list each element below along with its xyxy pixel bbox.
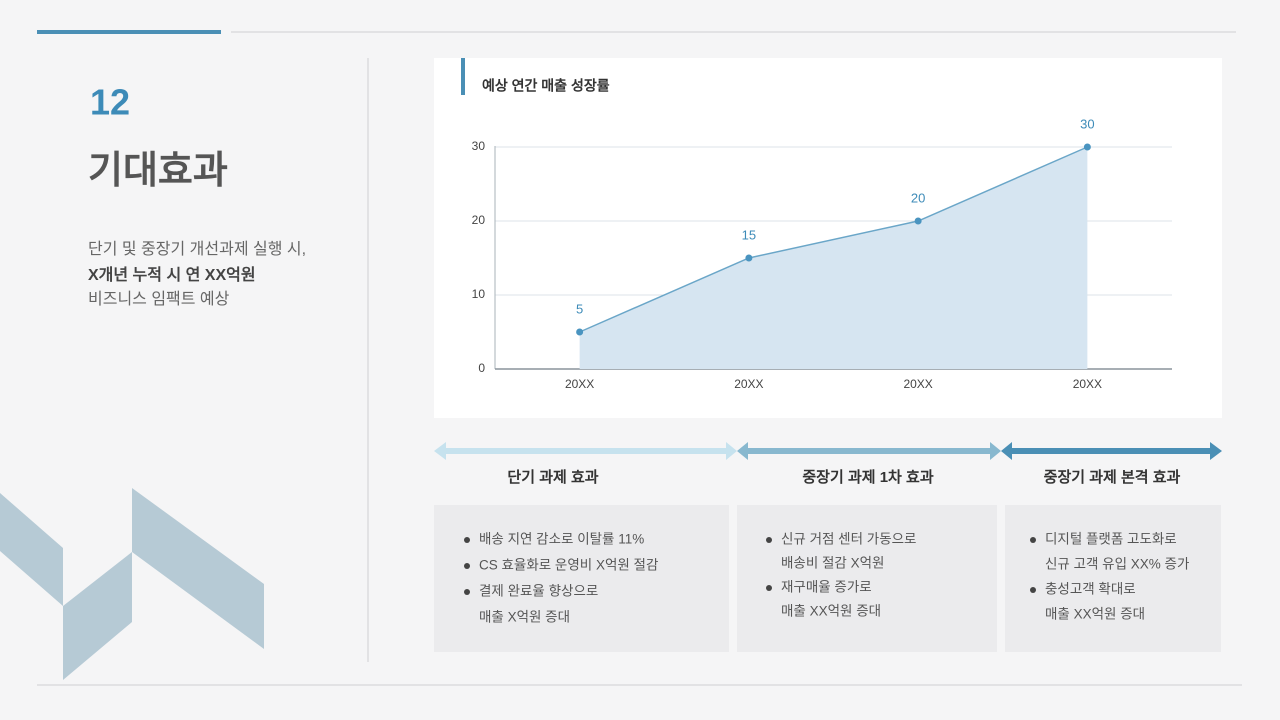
slide-title: 기대효과 <box>88 150 228 192</box>
point <box>1083 143 1091 151</box>
phase-item: CS 효율화로 운영비 X억원 절감 <box>479 558 658 573</box>
phase-item: 충성고객 확대로 <box>1045 582 1136 597</box>
phase-box <box>737 505 997 652</box>
x-tick-label: 20XX <box>903 377 932 391</box>
bullet <box>464 537 470 543</box>
phase-item: 배송비 절감 X억원 <box>781 556 884 571</box>
phase-item: 매출 X억원 증대 <box>479 610 570 625</box>
phase-arrow <box>737 442 1001 460</box>
decoration <box>0 488 264 680</box>
point <box>745 254 753 262</box>
x-tick-label: 20XX <box>565 377 594 391</box>
bullet <box>464 563 470 569</box>
bullet <box>1030 537 1036 543</box>
chart-title: 예상 연간 매출 성장률 <box>482 78 610 94</box>
phase-item: 매출 XX억원 증대 <box>781 604 881 619</box>
phase-box <box>1005 505 1221 652</box>
y-tick-label: 0 <box>478 361 485 375</box>
data-label: 15 <box>742 227 756 242</box>
bullet <box>1030 587 1036 593</box>
phase-item: 결제 완료율 향상으로 <box>479 584 598 599</box>
phase-title: 단기 과제 효과 <box>507 469 598 486</box>
y-tick-label: 10 <box>472 287 486 301</box>
description: 단기 및 중장기 개선과제 실행 시, <box>88 240 306 258</box>
phase-item: 매출 XX억원 증대 <box>1045 607 1145 622</box>
point <box>576 328 584 336</box>
line <box>579 146 1088 333</box>
phase-item: 재구매율 증가로 <box>781 580 872 595</box>
phase-title: 중장기 과제 1차 효과 <box>802 468 933 486</box>
phase-arrows <box>434 442 1222 460</box>
x-tick-label: 20XX <box>1073 377 1102 391</box>
x-tick-label: 20XX <box>734 377 763 391</box>
deco-shape <box>63 552 132 680</box>
phase-box <box>434 505 729 652</box>
data-label: 5 <box>576 301 583 316</box>
bullet <box>766 585 772 591</box>
data-label: 30 <box>1080 116 1094 131</box>
phase-item: 신규 거점 센터 가동으로 <box>781 532 916 547</box>
chart-title-accent <box>461 58 465 95</box>
bullet <box>766 537 772 543</box>
bullet <box>464 589 470 595</box>
phase-arrow <box>434 442 737 460</box>
description: X개년 누적 시 연 XX억원 <box>88 265 256 284</box>
y-tick-label: 20 <box>472 213 486 227</box>
data-label: 20 <box>911 190 925 205</box>
phase-title: 중장기 과제 본격 효과 <box>1044 468 1181 486</box>
deco-shape <box>0 493 63 606</box>
phase-arrow <box>1001 442 1222 460</box>
point <box>914 217 922 225</box>
deco-shape <box>132 488 264 649</box>
slide-number: 12 <box>90 82 130 123</box>
phase-item: 배송 지연 감소로 이탈률 11% <box>479 532 644 547</box>
phase-item: 신규 고객 유입 XX% 증가 <box>1045 557 1189 572</box>
description: 비즈니스 임팩트 예상 <box>88 290 230 308</box>
y-tick-label: 30 <box>472 139 486 153</box>
phase-item: 디지털 플랫폼 고도화로 <box>1045 532 1177 547</box>
